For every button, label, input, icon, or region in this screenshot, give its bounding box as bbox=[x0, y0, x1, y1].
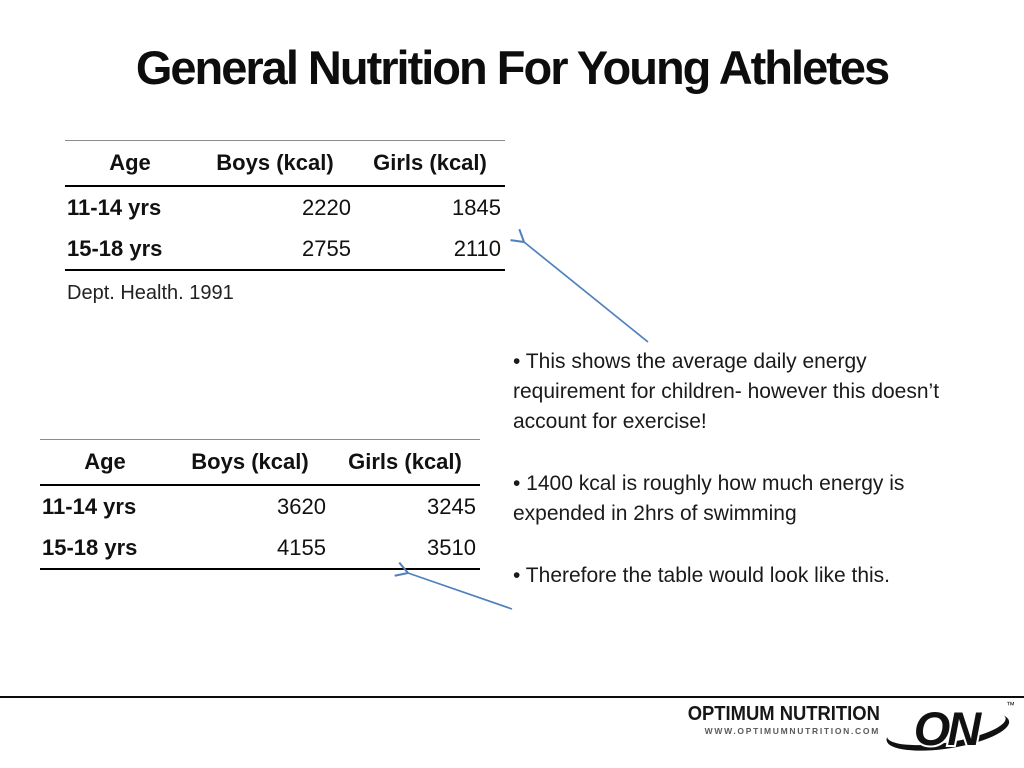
header-boys-kcal: Boys (kcal) bbox=[170, 439, 330, 486]
bullet-item: • Therefore the table would look like th… bbox=[513, 564, 891, 587]
table-header-row: Age Boys (kcal) Girls (kcal) bbox=[65, 140, 505, 187]
boys-kcal-cell: 2755 bbox=[195, 228, 355, 271]
header-age: Age bbox=[65, 140, 195, 187]
boys-kcal-cell: 3620 bbox=[277, 493, 326, 519]
footer-divider bbox=[0, 696, 1024, 698]
age-cell: 15-18 yrs bbox=[40, 527, 170, 570]
bullet-item: • 1400 kcal is roughly how much energy i… bbox=[513, 472, 905, 525]
table-row: 15-18 yrs 2755 2110 bbox=[65, 228, 505, 271]
header-age: Age bbox=[40, 439, 170, 486]
optimum-nutrition-on-logo-icon: ON ™ bbox=[886, 700, 1014, 757]
age-cell: 11-14 yrs bbox=[42, 493, 137, 519]
trademark-symbol: ™ bbox=[1006, 700, 1014, 710]
brand-name: OPTIMUM NUTRITION bbox=[687, 703, 880, 725]
boys-kcal-cell: 4155 bbox=[170, 527, 330, 570]
table-source-caption: Dept. Health. 1991 bbox=[67, 282, 234, 304]
girls-kcal-cell: 2110 bbox=[355, 228, 505, 271]
age-cell: 15-18 yrs bbox=[65, 228, 195, 271]
bullet-item: • This shows the average daily energy re… bbox=[513, 350, 940, 433]
header-girls-kcal: Girls (kcal) bbox=[355, 140, 505, 187]
arrow-to-table1-icon bbox=[510, 228, 649, 343]
slide-title: General Nutrition For Young Athletes bbox=[135, 41, 890, 94]
arrow-to-table2-icon bbox=[394, 561, 513, 610]
energy-requirement-table: Age Boys (kcal) Girls (kcal) 11-14 yrs 2… bbox=[65, 140, 505, 305]
on-logo-letters: ON bbox=[914, 702, 983, 755]
brand-website: WWW.OPTIMUMNUTRITION.COM bbox=[704, 726, 880, 736]
age-cell: 11-14 yrs bbox=[67, 194, 162, 220]
table-row: 15-18 yrs 4155 3510 bbox=[40, 527, 480, 570]
girls-kcal-cell: 3510 bbox=[330, 527, 480, 570]
notes-text-block: • This shows the average daily energy re… bbox=[513, 347, 951, 623]
energy-with-exercise-table: Age Boys (kcal) Girls (kcal) 11-14 yrs 3… bbox=[40, 439, 480, 570]
girls-kcal-cell: 1845 bbox=[452, 194, 501, 220]
table-header-row: Age Boys (kcal) Girls (kcal) bbox=[40, 439, 480, 486]
table-row: 11-14 yrs 2220 1845 bbox=[65, 186, 505, 228]
girls-kcal-cell: 3245 bbox=[427, 493, 476, 519]
header-boys-kcal: Boys (kcal) bbox=[195, 140, 355, 187]
table-row: 11-14 yrs 3620 3245 bbox=[40, 485, 480, 527]
header-girls-kcal: Girls (kcal) bbox=[330, 439, 480, 486]
boys-kcal-cell: 2220 bbox=[302, 194, 351, 220]
